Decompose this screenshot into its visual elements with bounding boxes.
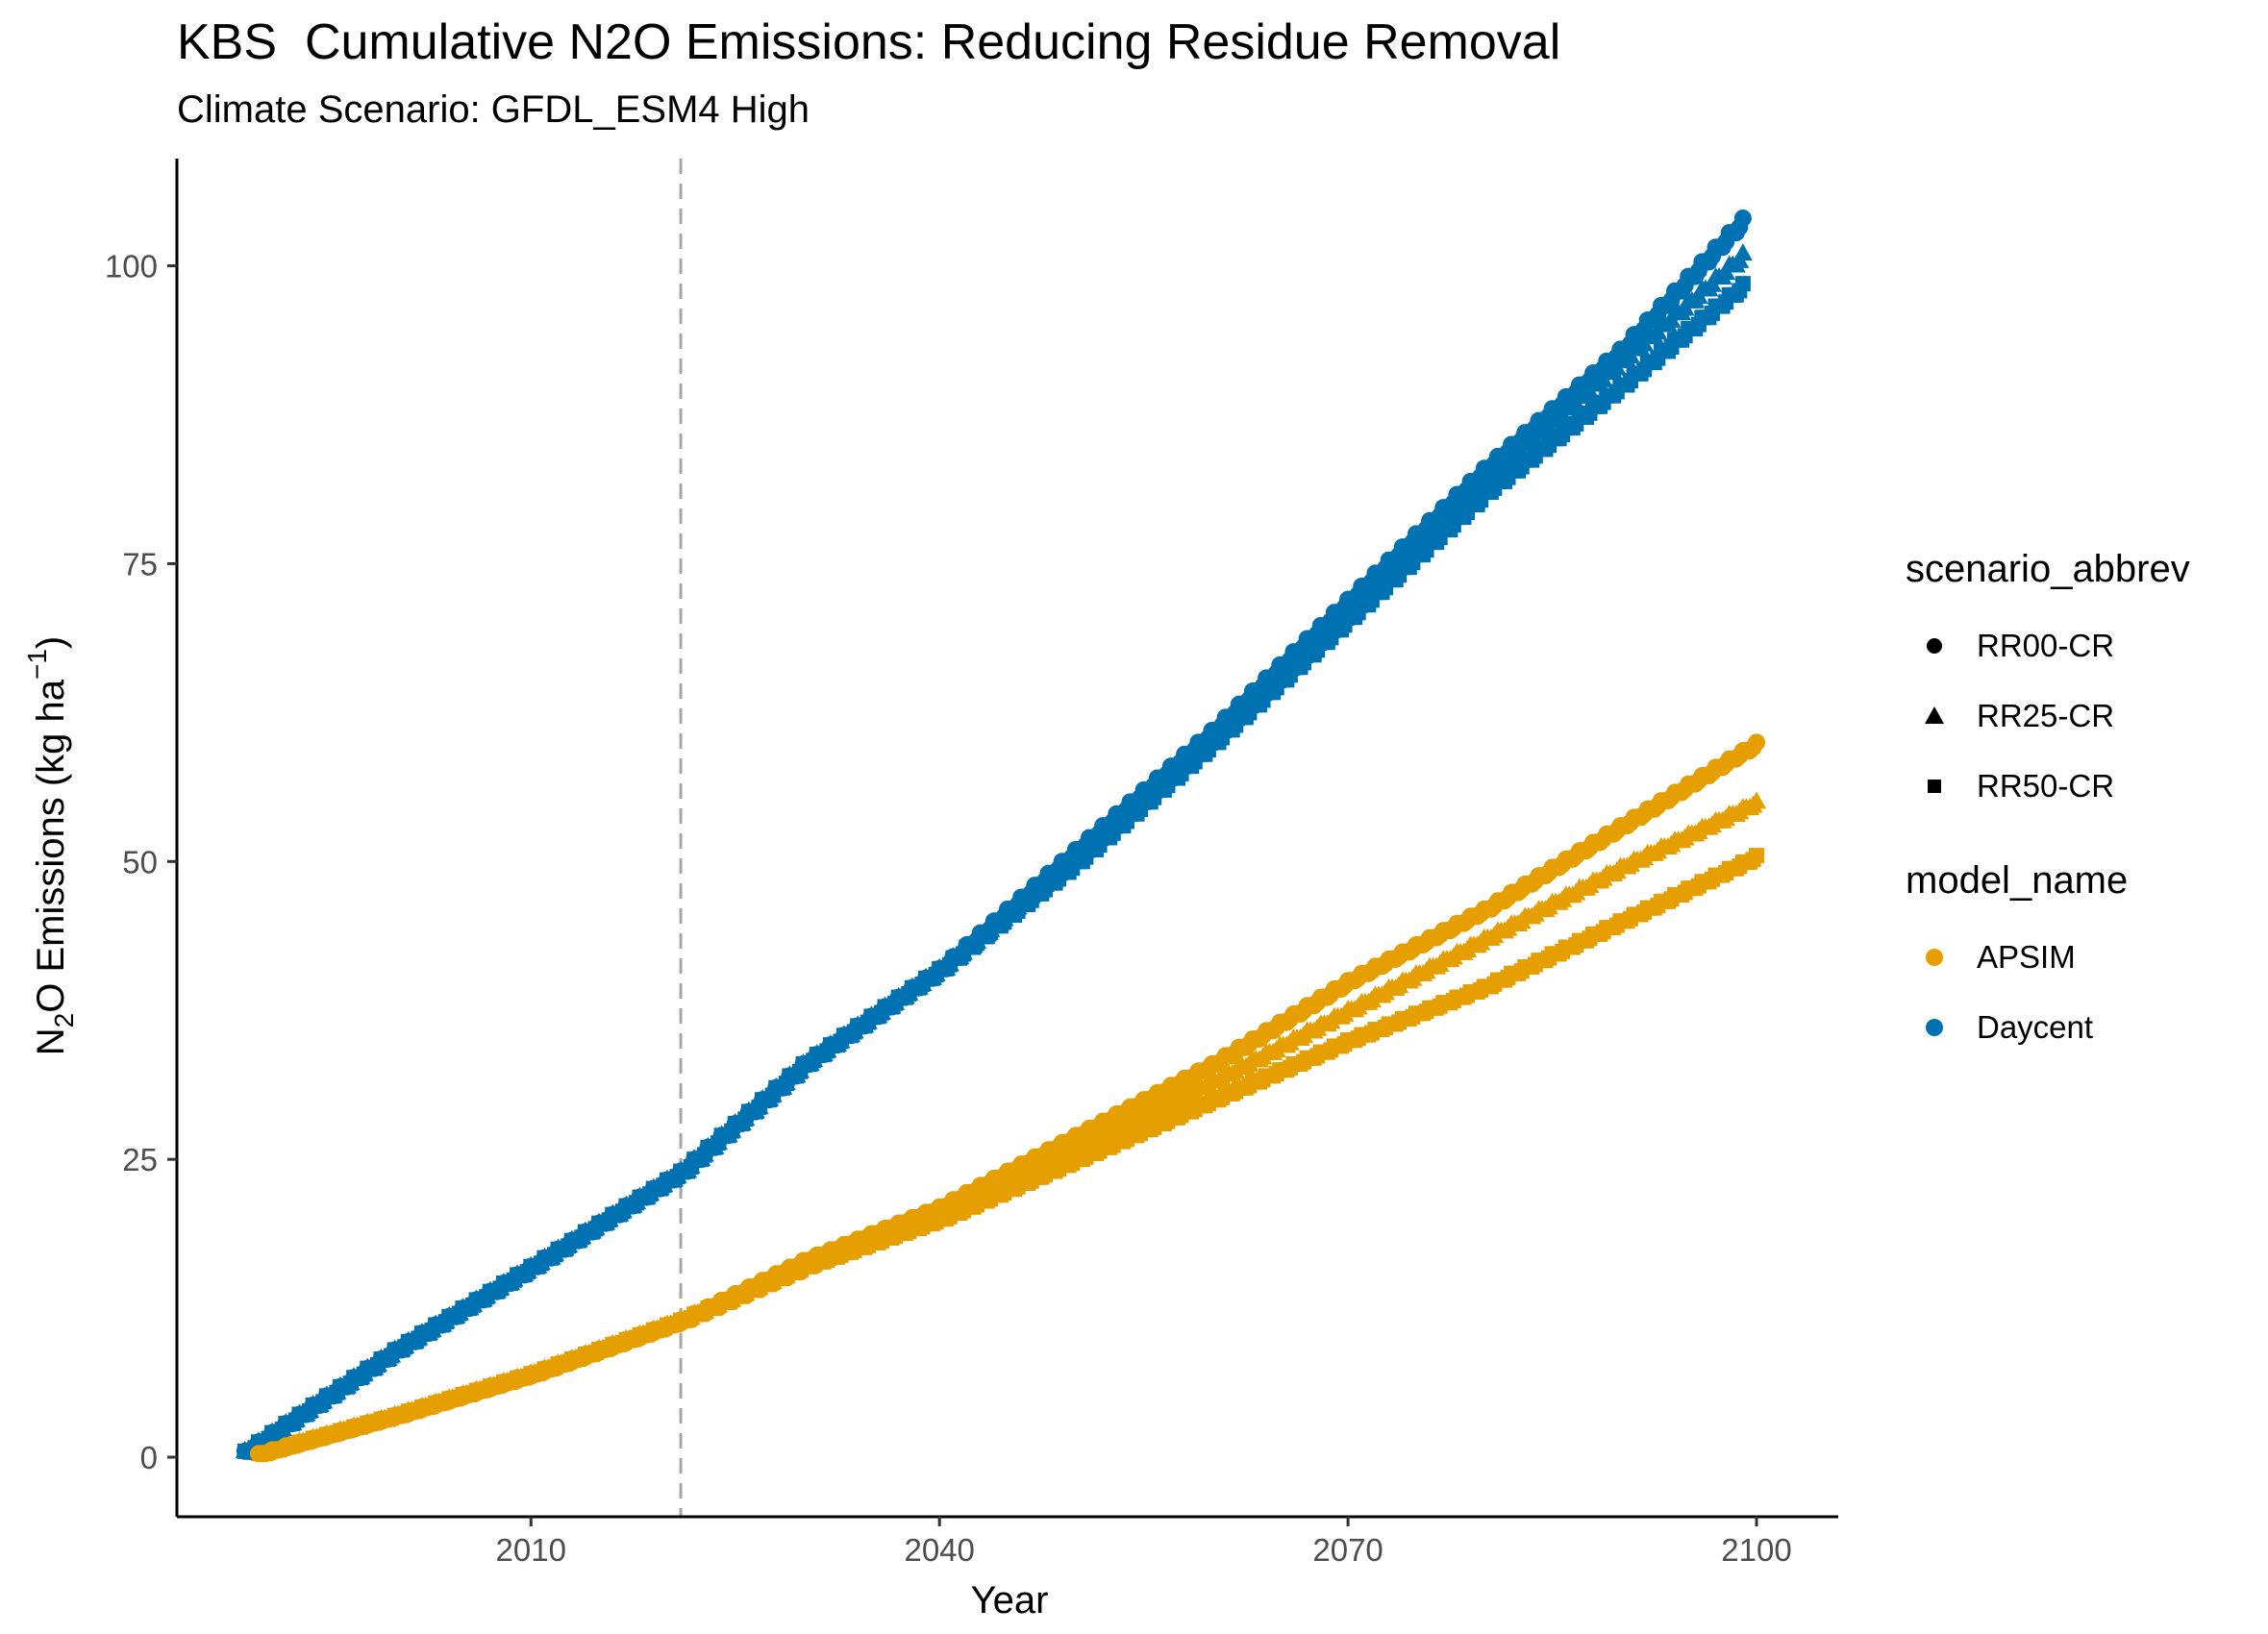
legend-label-rr50: RR50-CR — [1977, 767, 2115, 804]
x-tick-label: 2010 — [496, 1532, 566, 1568]
y-tick-label: 100 — [105, 249, 158, 285]
y-tick-label: 25 — [122, 1142, 158, 1177]
chart-subtitle: Climate Scenario: GFDL_ESM4 High — [177, 88, 810, 131]
y-tick-label: 75 — [122, 546, 158, 582]
square-icon — [1906, 767, 1963, 805]
legend-item-rr25: RR25-CR — [1906, 681, 2190, 751]
legend-item-daycent: Daycent — [1906, 992, 2190, 1062]
x-axis-title: Year — [971, 1579, 1049, 1622]
legend-model-title: model_name — [1906, 859, 2129, 902]
legend-item-rr50: RR50-CR — [1906, 751, 2190, 821]
y-tick-label: 0 — [140, 1440, 158, 1475]
data-point-daycent-rr25-cr — [1732, 243, 1753, 261]
legend-label-apsim: APSIM — [1977, 938, 2076, 975]
data-point-daycent-rr50-cr — [1734, 276, 1751, 292]
y-axis-title: N2O Emissions (kg ha−1) — [22, 636, 79, 1056]
legend-scenario-title: scenario_abbrev — [1906, 548, 2190, 590]
data-point-apsim-rr25-cr — [1747, 791, 1767, 809]
legend-label-rr25: RR25-CR — [1977, 697, 2115, 733]
circle-icon — [1906, 1008, 1963, 1047]
data-points-layer — [235, 209, 1767, 1463]
y-axis-title-subscript: 2 — [49, 1013, 79, 1028]
data-point-daycent-rr00-cr — [1733, 209, 1752, 227]
triangle-icon — [1906, 697, 1963, 735]
y-axis-title-superscript: −1 — [22, 649, 52, 680]
y-tick-label: 50 — [122, 844, 158, 879]
y-axis-title-main: N — [30, 1027, 72, 1055]
y-axis-title-close: ) — [30, 636, 72, 649]
circle-icon — [1906, 938, 1963, 977]
axis-ticks-layer: 2010 2040 2070 2100 0 25 50 75 100 — [105, 249, 1792, 1568]
y-axis-title-rest: O Emissions (kg ha — [30, 679, 72, 1013]
data-point-apsim-rr50-cr — [1749, 848, 1765, 864]
legend: scenario_abbrev RR00-CR RR25-CR RR50-CR … — [1906, 548, 2190, 1101]
legend-label-daycent: Daycent — [1977, 1008, 2094, 1045]
circle-icon — [1906, 627, 1963, 665]
x-tick-label: 2100 — [1721, 1532, 1791, 1568]
legend-item-rr00: RR00-CR — [1906, 610, 2190, 681]
x-tick-label: 2040 — [904, 1532, 974, 1568]
x-tick-label: 2070 — [1312, 1532, 1383, 1568]
data-point-apsim-rr00-cr — [1748, 733, 1766, 752]
legend-item-apsim: APSIM — [1906, 922, 2190, 992]
legend-label-rr00: RR00-CR — [1977, 627, 2115, 663]
legend-model-group: model_name APSIM Daycent — [1906, 859, 2190, 1062]
legend-scenario-group: scenario_abbrev RR00-CR RR25-CR RR50-CR — [1906, 548, 2190, 821]
chart-title: KBS Cumulative N2O Emissions: Reducing R… — [177, 14, 1561, 70]
